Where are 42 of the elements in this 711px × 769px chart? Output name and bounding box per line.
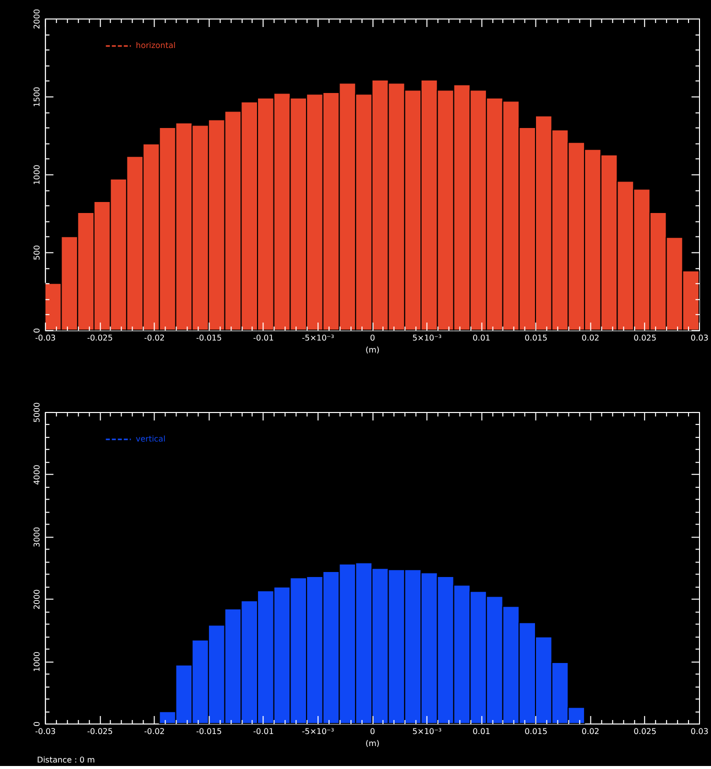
x-tick-label: 0.01: [472, 334, 490, 343]
x-tick-label: -0.03: [35, 727, 56, 736]
y-tick-label: 2000: [32, 8, 42, 30]
x-tick-label: -5×10⁻³: [302, 727, 334, 736]
y-tick-label: 2000: [32, 589, 42, 610]
text: Distance : 0 m: [36, 755, 96, 764]
y-tick-label: 1000: [32, 652, 42, 672]
x-tick-label: 0.03: [690, 334, 708, 343]
x-tick-label: -0.025: [87, 727, 113, 736]
x-tick-label: 0: [370, 727, 376, 736]
x-tick-label: -0.01: [253, 334, 274, 343]
x-tick-label: -0.025: [87, 334, 113, 343]
x-tick-label: 5×10⁻³: [412, 334, 442, 343]
y-tick-label: 1000: [32, 164, 42, 185]
x-tick-label: 0: [370, 334, 376, 343]
y-tick-label: 0: [32, 328, 42, 334]
x-tick-label: -0.02: [144, 334, 165, 343]
x-tick-label: 0.02: [582, 334, 600, 343]
text: horizontal: [136, 40, 176, 50]
x-tick-label: 5×10⁻³: [412, 727, 442, 736]
legend-label: vertical: [136, 434, 166, 444]
x-tick-label: -0.015: [196, 727, 222, 736]
y-tick-label: 3000: [32, 526, 42, 548]
x-tick-label: 0.02: [582, 727, 600, 736]
y-tick-label: 500: [32, 245, 42, 260]
y-tick-label: 5000: [32, 402, 42, 423]
x-tick-label: 0.015: [524, 727, 548, 736]
x-tick-label: 0.015: [524, 334, 548, 343]
x-tick-label: -0.01: [253, 727, 274, 736]
x-tick-label: -5×10⁻³: [302, 334, 334, 343]
y-tick-label: 4000: [32, 464, 42, 485]
x-axis-title: (m): [365, 738, 380, 748]
x-tick-label: -0.03: [35, 334, 56, 343]
x-tick-label: -0.015: [196, 334, 222, 343]
x-axis-title: (m): [365, 346, 380, 355]
x-tick-label: 0.025: [634, 727, 656, 736]
y-tick-label: 1500: [32, 86, 42, 108]
x-tick-label: -0.02: [144, 727, 165, 736]
x-tick-label: 0.03: [690, 727, 708, 736]
y-tick-label: 0: [32, 721, 42, 727]
x-tick-label: 0.01: [472, 727, 490, 736]
x-tick-label: 0.025: [634, 334, 656, 343]
